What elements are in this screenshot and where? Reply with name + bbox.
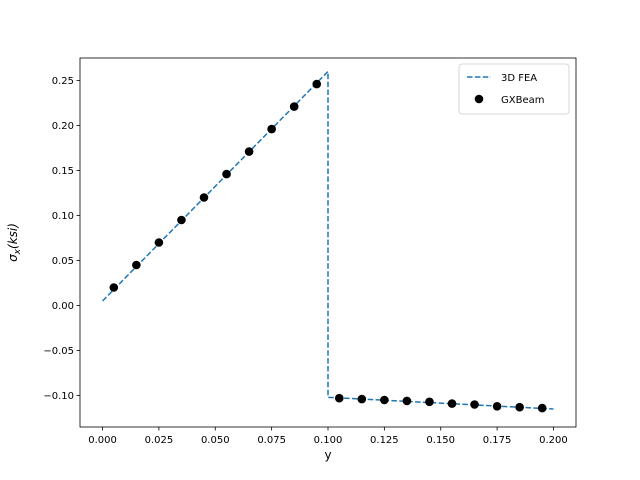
series-line-3d-fea bbox=[102, 69, 554, 410]
y-tick-label: 0.15 bbox=[52, 166, 74, 177]
y-tick-label: 0.25 bbox=[52, 76, 74, 87]
x-tick-label: 0.100 bbox=[314, 435, 343, 446]
gxbeam-data-point bbox=[537, 403, 547, 413]
y-axis-label: σx(ksi) bbox=[6, 223, 23, 262]
gxbeam-data-point bbox=[244, 147, 254, 156]
y-tick-label: −0.05 bbox=[43, 346, 74, 357]
gxbeam-data-point bbox=[154, 238, 164, 247]
x-tick-label: 0.025 bbox=[145, 435, 174, 446]
gxbeam-data-point bbox=[132, 260, 141, 270]
gxbeam-data-point bbox=[199, 193, 209, 202]
y-axis-label-unit: (ksi) bbox=[6, 223, 20, 249]
y-axis-label-symbol: σ bbox=[6, 254, 20, 262]
x-tick-label: 0.150 bbox=[426, 435, 455, 446]
y-tick-label: 0.10 bbox=[52, 211, 74, 222]
y-tick-label: 0.05 bbox=[52, 256, 74, 267]
x-axis-label: y bbox=[324, 448, 331, 462]
gxbeam-data-point bbox=[222, 169, 231, 179]
gxbeam-data-point bbox=[334, 393, 344, 403]
x-axis-ticks: 0.000 0.025 0.050 0.075 0.100 0.125 0.150 0.175… bbox=[88, 427, 568, 446]
gxbeam-data-point bbox=[402, 396, 412, 406]
y-tick-label: 0.20 bbox=[52, 121, 74, 132]
gxbeam-data-point bbox=[177, 215, 186, 225]
y-tick-label: −0.10 bbox=[43, 391, 74, 402]
gxbeam-data-point bbox=[425, 397, 434, 407]
x-tick-label: 0.075 bbox=[257, 435, 286, 446]
gxbeam-data-point bbox=[267, 124, 276, 134]
gxbeam-data-point bbox=[447, 399, 457, 408]
plot-area bbox=[102, 69, 554, 413]
legend-entry-label: GXBeam bbox=[501, 95, 544, 106]
legend-entry-label: 3D FEA bbox=[501, 73, 537, 84]
gxbeam-data-point bbox=[492, 402, 502, 411]
x-tick-label: 0.200 bbox=[539, 435, 568, 446]
x-tick-label: 0.050 bbox=[201, 435, 230, 446]
y-axis-label-subscript: x bbox=[13, 248, 23, 255]
gxbeam-data-point bbox=[289, 102, 299, 111]
gxbeam-data-point bbox=[515, 402, 524, 412]
gxbeam-data-point bbox=[109, 283, 119, 292]
legend-swatch-gxbeam bbox=[474, 94, 484, 104]
gxbeam-data-point bbox=[357, 394, 367, 404]
gxbeam-data-point bbox=[312, 79, 322, 89]
legend-box bbox=[458, 63, 570, 115]
legend: 3D FEA GXBeam bbox=[458, 63, 570, 115]
x-tick-label: 0.175 bbox=[483, 435, 512, 446]
gxbeam-data-point bbox=[470, 400, 479, 409]
x-tick-label: 0.000 bbox=[88, 435, 117, 446]
y-axis-ticks: −0.10 −0.05 0.00 0.05 0.10 0.15 0.20 0.25 bbox=[43, 76, 80, 402]
y-tick-label: 0.00 bbox=[52, 301, 74, 312]
gxbeam-data-point bbox=[380, 395, 389, 405]
x-tick-label: 0.125 bbox=[370, 435, 399, 446]
axes-frame bbox=[79, 57, 577, 428]
